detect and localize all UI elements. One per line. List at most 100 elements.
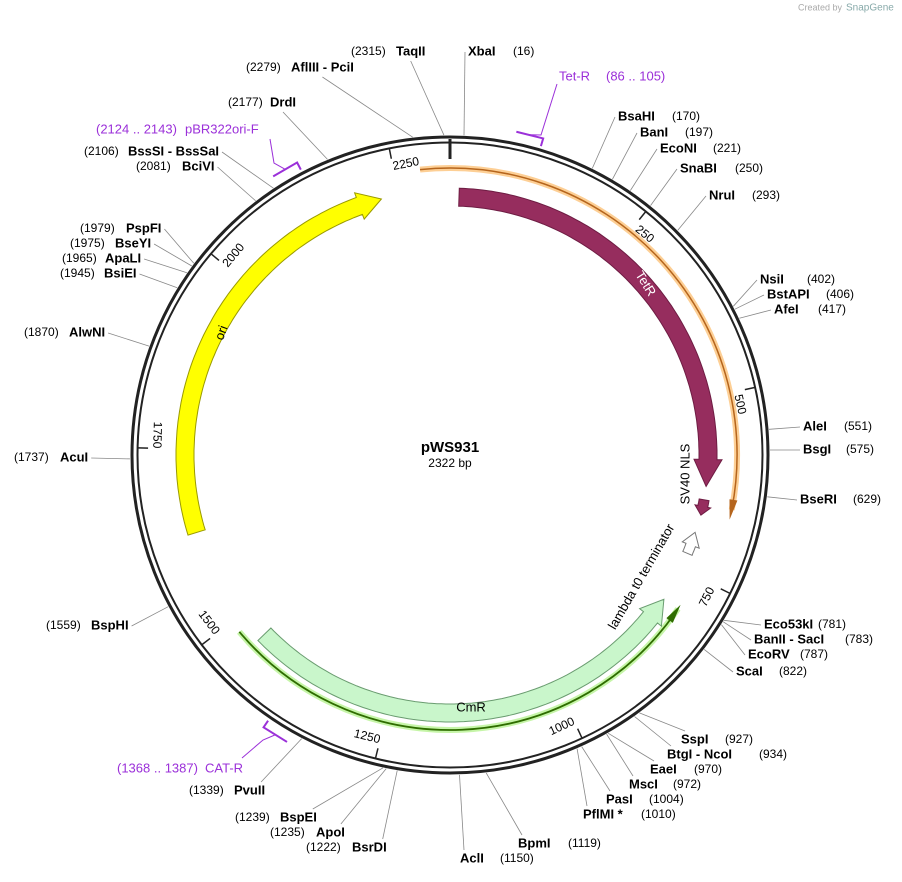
site-leader (91, 458, 130, 459)
site-name: EaeI (650, 761, 677, 776)
site-position: (1559) (46, 618, 81, 632)
site-position: (1975) (70, 236, 105, 250)
primer-range: (2124 .. 2143) (96, 121, 177, 136)
site-leader (592, 117, 615, 168)
site-name: BstAPI (767, 286, 810, 301)
site-position: (2106) (84, 144, 119, 158)
primer-leader (242, 735, 275, 758)
site-name: BpmI (518, 835, 551, 850)
site-name: BsrDI (352, 839, 387, 854)
site-name: BsaHI (618, 108, 655, 123)
credit-prefix: Created by (798, 2, 843, 12)
site-position: (170) (672, 109, 700, 123)
site-name: BssSI - BssSaI (128, 143, 219, 158)
site-position: (2315) (351, 44, 386, 58)
site-leader (411, 61, 444, 135)
site-leader (313, 768, 383, 809)
primer-name: CAT-R (205, 760, 243, 775)
primer-range: (1368 .. 1387) (117, 760, 198, 775)
tick-mark (211, 254, 219, 260)
site-name: ScaI (736, 663, 763, 678)
site-position: (1235) (270, 825, 305, 839)
site-leader (723, 622, 751, 640)
tick-label: 750 (696, 584, 718, 608)
site-position: (575) (846, 442, 874, 456)
site-leader (140, 274, 178, 288)
tick-mark (389, 149, 391, 159)
site-position: (783) (845, 632, 873, 646)
site-name: BciVI (182, 158, 215, 173)
site-name: MscI (629, 776, 658, 791)
site-position: (1737) (14, 450, 49, 464)
site-name: PasI (606, 791, 633, 806)
site-position: (1870) (24, 325, 59, 339)
feature-ori (176, 193, 381, 535)
site-leader (222, 152, 273, 188)
site-leader (767, 497, 797, 500)
tick-mark (578, 729, 582, 738)
tick-label: 1000 (547, 714, 577, 738)
site-name: BtgI - NcoI (667, 746, 732, 761)
site-name: BsgI (803, 441, 831, 456)
tick-label: 1750 (150, 422, 165, 449)
feature-terminator (682, 532, 699, 555)
site-leader (577, 749, 587, 806)
site-leader (724, 620, 761, 625)
site-leader (678, 196, 706, 230)
site-leader (383, 771, 398, 839)
credit-brand: SnapGene (846, 3, 894, 14)
site-position: (2279) (246, 60, 281, 74)
feature-label: CmR (456, 699, 486, 714)
site-leader (630, 149, 657, 191)
site-position: (2081) (136, 159, 171, 173)
site-leader (261, 739, 302, 782)
feature-label: SV40 NLS (677, 443, 692, 504)
site-position: (417) (818, 302, 846, 316)
plasmid-name: pWS931 (421, 439, 479, 456)
site-position: (1945) (60, 266, 95, 280)
tick-label: 1250 (353, 726, 383, 746)
site-leader (283, 112, 328, 159)
site-name: AcuI (60, 449, 88, 464)
site-position: (1979) (80, 221, 115, 235)
site-name: BanII - SacI (754, 631, 824, 646)
site-name: Eco53kI (764, 616, 813, 631)
site-name: NruI (709, 187, 735, 202)
tick-mark (721, 589, 730, 593)
site-name: TaqII (396, 43, 425, 58)
site-name: BsiEI (104, 265, 137, 280)
site-leader (635, 717, 672, 747)
site-position: (1222) (306, 840, 341, 854)
primer-leader (530, 84, 557, 135)
site-leader (341, 769, 386, 824)
site-name: AfeI (774, 301, 799, 316)
site-name: SspI (681, 731, 708, 746)
site-position: (551) (844, 419, 872, 433)
site-name: AleI (803, 418, 827, 433)
tick-label: 1500 (196, 607, 224, 637)
site-position: (972) (673, 777, 701, 791)
tick-mark (202, 638, 210, 644)
site-leader (769, 427, 800, 429)
site-position: (629) (853, 492, 881, 506)
site-position: (970) (694, 762, 722, 776)
site-leader (612, 133, 637, 179)
site-leader (144, 259, 187, 273)
site-position: (927) (725, 732, 753, 746)
site-leader (154, 244, 192, 266)
site-name: BspHI (91, 617, 129, 632)
site-leader (639, 713, 685, 731)
site-position: (1239) (235, 810, 270, 824)
site-leader (460, 775, 465, 850)
site-name: ApoI (316, 824, 345, 839)
site-name: ApaLI (105, 250, 141, 265)
site-position: (2177) (228, 95, 263, 109)
site-name: BseRI (800, 491, 837, 506)
site-position: (221) (713, 141, 741, 155)
site-leader (739, 310, 771, 318)
site-position: (1010) (641, 807, 676, 821)
site-position: (1004) (649, 792, 684, 806)
primer-range: (86 .. 105) (606, 68, 665, 83)
site-leader (132, 607, 169, 626)
tick-mark (376, 748, 378, 758)
